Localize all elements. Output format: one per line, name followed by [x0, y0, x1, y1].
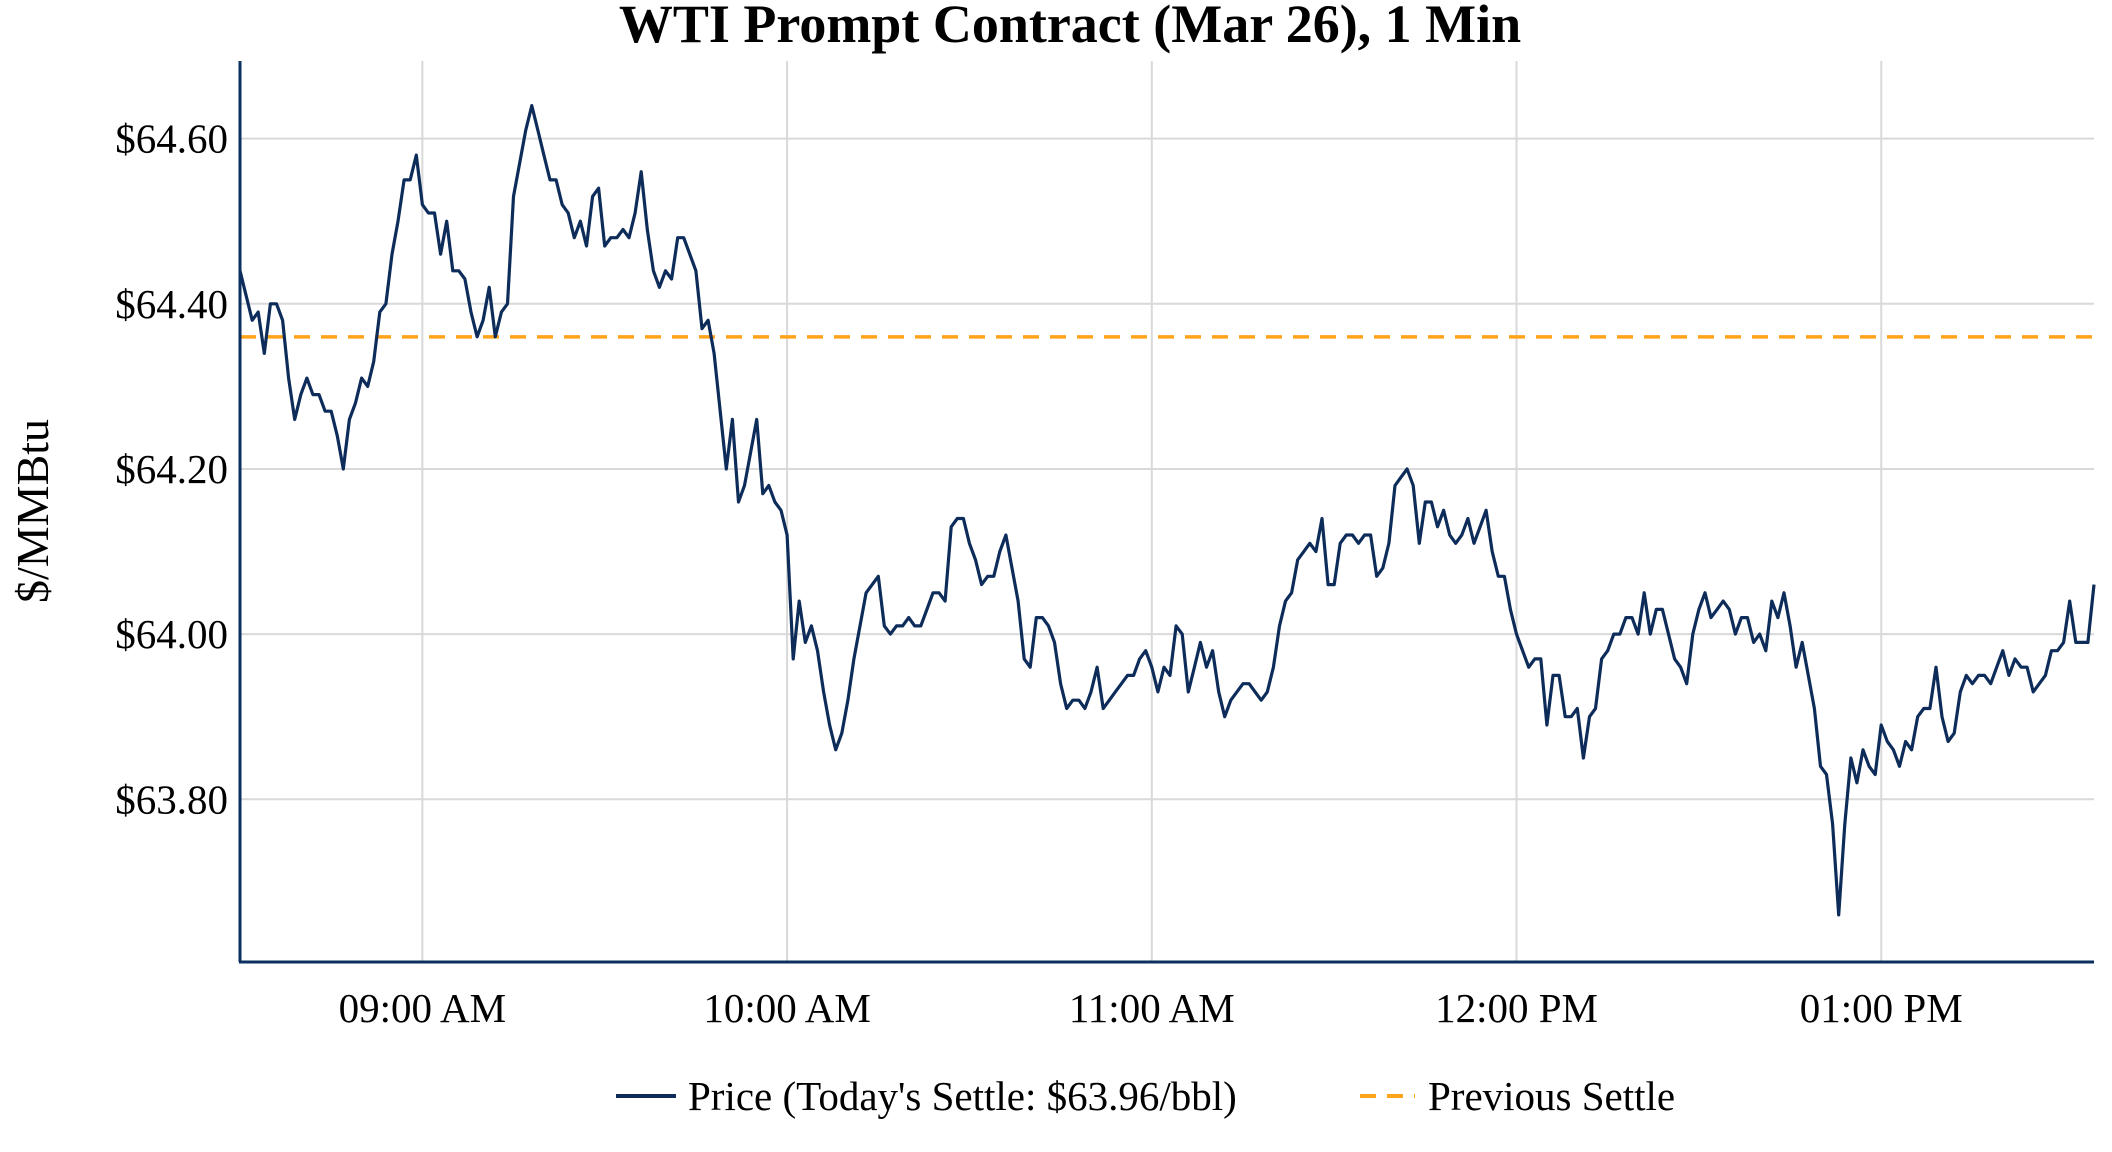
x-tick-label: 10:00 AM: [703, 985, 870, 1031]
x-axis-ticks: 09:00 AM 10:00 AM 11:00 AM 12:00 PM 01:00 PM: [339, 985, 1963, 1031]
y-tick-label: $64.20: [115, 446, 228, 492]
x-tick-label: 11:00 AM: [1069, 985, 1235, 1031]
y-tick-label: $64.60: [115, 116, 228, 162]
y-axis-ticks: $64.60 $64.40 $64.20 $64.00 $63.80: [115, 116, 228, 823]
gridlines: [240, 61, 2094, 962]
chart-title: WTI Prompt Contract (Mar 26), 1 Min: [619, 0, 1521, 54]
x-tick-label: 09:00 AM: [339, 985, 506, 1031]
x-tick-label: 12:00 PM: [1435, 985, 1598, 1031]
legend-previous-settle-label: Previous Settle: [1428, 1073, 1675, 1119]
legend-price-label: Price (Today's Settle: $63.96/bbl): [688, 1073, 1237, 1119]
price-series-line: [238, 104, 2096, 917]
y-tick-label: $64.40: [115, 281, 228, 327]
y-tick-label: $63.80: [115, 776, 228, 822]
y-axis-label: $/MMBtu: [7, 419, 58, 603]
legend: Price (Today's Settle: $63.96/bbl) Previ…: [616, 1073, 1675, 1119]
x-tick-label: 01:00 PM: [1800, 985, 1963, 1031]
y-tick-label: $64.00: [115, 611, 228, 657]
